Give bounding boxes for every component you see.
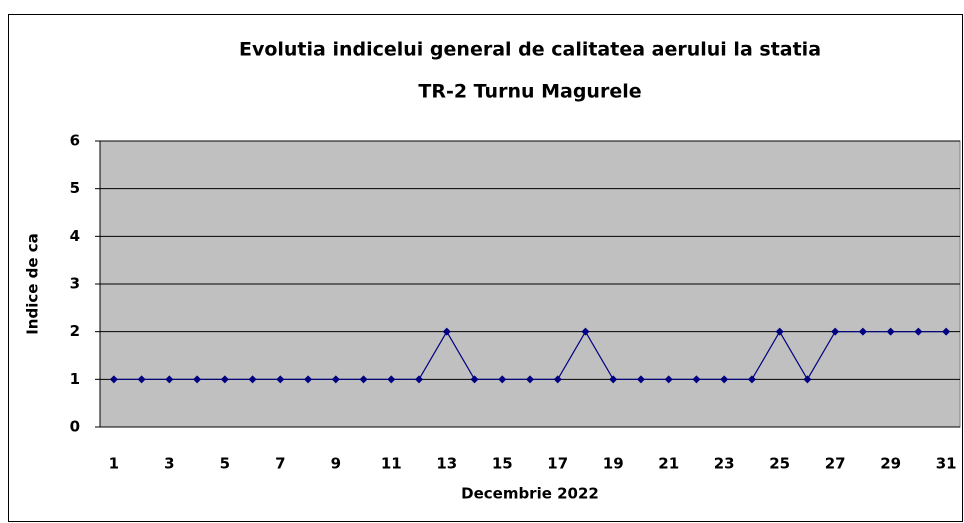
marker xyxy=(165,375,174,384)
marker xyxy=(609,375,618,384)
x-tick-label: 3 xyxy=(164,455,174,473)
marker xyxy=(331,375,340,384)
x-tick-label: 23 xyxy=(714,455,735,473)
marker xyxy=(581,327,590,336)
marker xyxy=(387,375,396,384)
x-tick-label: 7 xyxy=(275,455,285,473)
marker xyxy=(720,375,729,384)
x-tick-label: 25 xyxy=(769,455,790,473)
marker xyxy=(498,375,507,384)
marker xyxy=(526,375,534,384)
marker xyxy=(304,375,313,384)
x-tick-label: 5 xyxy=(220,455,230,473)
marker xyxy=(442,327,451,336)
x-tick-label: 27 xyxy=(825,455,846,473)
marker xyxy=(747,375,756,384)
x-tick-label: 29 xyxy=(880,455,901,473)
marker xyxy=(858,327,867,336)
x-tick-label: 21 xyxy=(658,455,679,473)
x-tick-label: 11 xyxy=(381,455,402,473)
marker xyxy=(415,375,424,384)
chart-title: TR-2 Turnu Magurele xyxy=(418,81,641,103)
x-tick-label: 15 xyxy=(492,455,513,473)
y-tick-label: 0 xyxy=(70,418,80,436)
y-tick-label: 6 xyxy=(70,132,80,150)
marker xyxy=(276,375,285,384)
marker xyxy=(359,375,368,384)
marker xyxy=(692,375,701,384)
marker xyxy=(137,375,146,384)
x-tick-label: 13 xyxy=(436,455,457,473)
marker xyxy=(886,327,895,336)
y-tick-label: 1 xyxy=(70,370,80,388)
marker xyxy=(831,327,840,336)
x-tick-label: 19 xyxy=(603,455,624,473)
marker xyxy=(636,375,645,384)
marker xyxy=(248,375,257,384)
marker xyxy=(109,375,118,384)
marker xyxy=(914,327,923,336)
marker xyxy=(664,375,673,384)
x-tick-label: 1 xyxy=(109,455,119,473)
marker xyxy=(220,375,229,384)
y-tick-label: 2 xyxy=(70,322,80,340)
x-tick-label: 9 xyxy=(331,455,341,473)
marker xyxy=(553,375,562,384)
y-tick-label: 3 xyxy=(70,275,80,293)
marker xyxy=(775,327,784,336)
y-axis-label: Indice de ca xyxy=(24,233,42,335)
y-tick-label: 4 xyxy=(70,227,80,245)
x-axis-label: Decembrie 2022 xyxy=(461,485,599,503)
marker xyxy=(470,375,479,384)
x-tick-label: 31 xyxy=(936,455,957,473)
chart-title: Evolutia indicelui general de calitatea … xyxy=(239,39,821,61)
marker xyxy=(803,375,812,384)
y-tick-label: 5 xyxy=(70,179,80,197)
marker xyxy=(193,375,202,384)
x-tick-label: 17 xyxy=(547,455,568,473)
marker xyxy=(942,327,951,336)
